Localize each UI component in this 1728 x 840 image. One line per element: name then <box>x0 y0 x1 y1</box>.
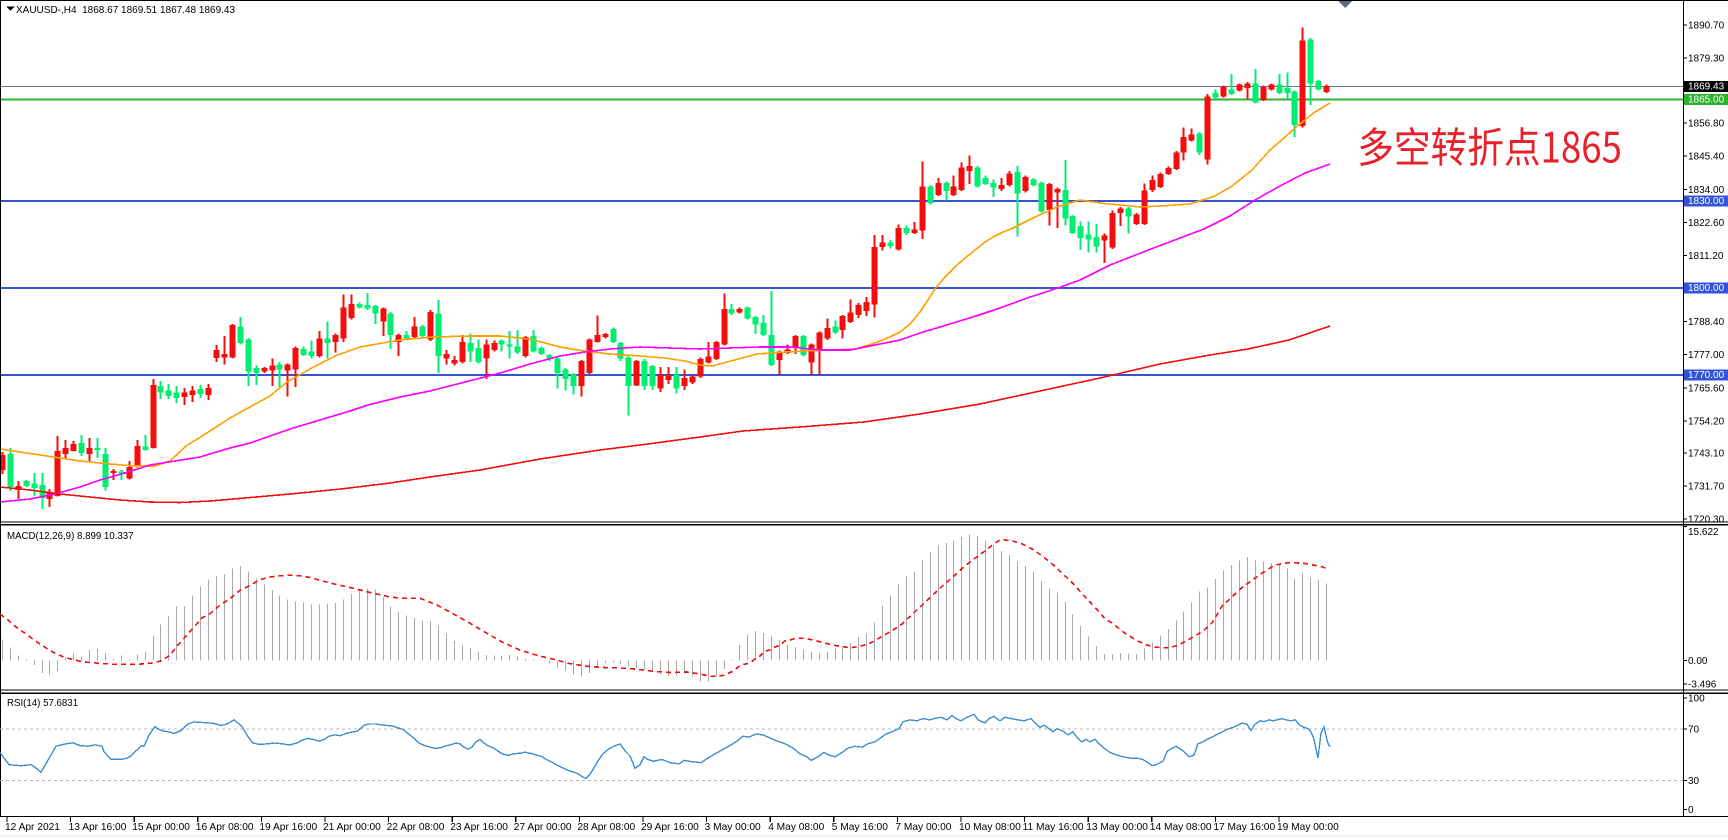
svg-text:1777.00: 1777.00 <box>1688 350 1725 361</box>
svg-text:15.622: 15.622 <box>1688 527 1719 538</box>
svg-text:3 May 00:00: 3 May 00:00 <box>705 822 761 833</box>
svg-text:1720.30: 1720.30 <box>1688 515 1725 526</box>
svg-text:0: 0 <box>1688 805 1694 816</box>
svg-text:1890.70: 1890.70 <box>1688 20 1725 31</box>
svg-text:XAUUSD-,H4 1868.67 1869.51 18: XAUUSD-,H4 1868.67 1869.51 1867.48 1869.… <box>16 5 235 16</box>
svg-text:1879.30: 1879.30 <box>1688 53 1725 64</box>
svg-text:1765.60: 1765.60 <box>1688 383 1725 394</box>
svg-text:1865.00: 1865.00 <box>1688 94 1725 105</box>
svg-text:1788.40: 1788.40 <box>1688 317 1725 328</box>
svg-text:16 Apr 08:00: 16 Apr 08:00 <box>196 822 254 833</box>
svg-text:1743.10: 1743.10 <box>1688 449 1725 460</box>
svg-text:11 May 16:00: 11 May 16:00 <box>1023 822 1084 833</box>
svg-text:1800.00: 1800.00 <box>1688 283 1725 294</box>
svg-text:15 Apr 00:00: 15 Apr 00:00 <box>132 822 190 833</box>
svg-text:1834.00: 1834.00 <box>1688 185 1725 196</box>
svg-text:14 May 08:00: 14 May 08:00 <box>1150 822 1212 833</box>
svg-text:5 May 16:00: 5 May 16:00 <box>832 822 888 833</box>
svg-text:70: 70 <box>1688 725 1700 736</box>
svg-text:12 Apr 2021: 12 Apr 2021 <box>5 822 60 833</box>
svg-text:30: 30 <box>1688 776 1700 787</box>
svg-text:7 May 00:00: 7 May 00:00 <box>895 822 951 833</box>
svg-text:1754.20: 1754.20 <box>1688 416 1725 427</box>
svg-text:1731.70: 1731.70 <box>1688 482 1725 493</box>
svg-text:10 May 08:00: 10 May 08:00 <box>959 822 1021 833</box>
svg-text:1856.80: 1856.80 <box>1688 119 1725 130</box>
svg-text:27 Apr 00:00: 27 Apr 00:00 <box>514 822 572 833</box>
svg-text:1770.00: 1770.00 <box>1688 370 1725 381</box>
svg-text:19 May 00:00: 19 May 00:00 <box>1277 822 1339 833</box>
svg-text:4 May 08:00: 4 May 08:00 <box>768 822 824 833</box>
svg-text:22 Apr 08:00: 22 Apr 08:00 <box>387 822 445 833</box>
svg-text:MACD(12,26,9) 8.899 10.337: MACD(12,26,9) 8.899 10.337 <box>7 531 134 542</box>
svg-text:1845.40: 1845.40 <box>1688 152 1725 163</box>
svg-text:1822.60: 1822.60 <box>1688 218 1725 229</box>
svg-text:28 Apr 08:00: 28 Apr 08:00 <box>577 822 635 833</box>
svg-text:100: 100 <box>1688 693 1705 704</box>
svg-text:17 May 16:00: 17 May 16:00 <box>1213 822 1275 833</box>
svg-text:19 Apr 16:00: 19 Apr 16:00 <box>259 822 317 833</box>
svg-text:0.00: 0.00 <box>1688 656 1708 667</box>
svg-text:21 Apr 00:00: 21 Apr 00:00 <box>323 822 381 833</box>
svg-text:29 Apr 16:00: 29 Apr 16:00 <box>641 822 699 833</box>
svg-text:13 Apr 16:00: 13 Apr 16:00 <box>69 822 127 833</box>
svg-text:RSI(14) 57.6831: RSI(14) 57.6831 <box>7 698 78 709</box>
svg-text:13 May 00:00: 13 May 00:00 <box>1086 822 1148 833</box>
svg-text:1830.00: 1830.00 <box>1688 196 1725 207</box>
svg-text:1811.20: 1811.20 <box>1688 251 1724 262</box>
svg-text:1869.43: 1869.43 <box>1688 81 1725 92</box>
svg-text:-3.496: -3.496 <box>1688 679 1717 690</box>
svg-text:23 Apr 16:00: 23 Apr 16:00 <box>450 822 508 833</box>
